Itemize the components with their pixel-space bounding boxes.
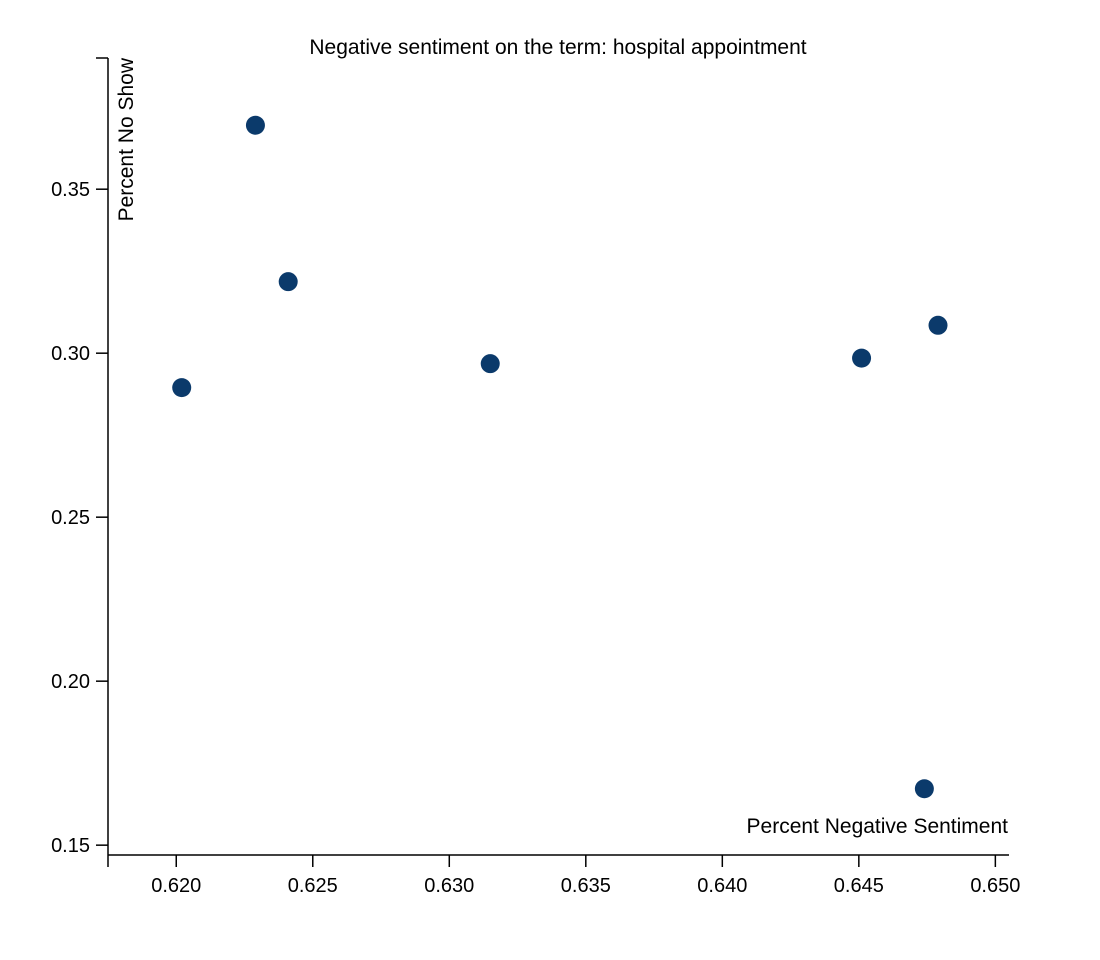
- axes: 0.15 0.20 0.25 0.30 0.35 0.620 0.625 0.630 0.635…: [51, 57, 1020, 897]
- x-tick-label: 0.625: [288, 875, 338, 897]
- y-tick-label: 0.20: [51, 671, 90, 693]
- y-axis-label: Percent No Show: [115, 57, 138, 221]
- y-tick-label: 0.25: [51, 507, 90, 529]
- data-point: [278, 272, 298, 292]
- x-tick-label: 0.635: [561, 875, 611, 897]
- data-point: [852, 348, 872, 368]
- x-tick-label: 0.620: [151, 875, 201, 897]
- data-point: [480, 354, 500, 374]
- x-tick-label: 0.645: [834, 875, 884, 897]
- data-points: [172, 115, 948, 799]
- x-tick-label: 0.630: [424, 875, 474, 897]
- data-point: [172, 378, 192, 398]
- x-tick-label: 0.650: [970, 875, 1020, 897]
- data-point: [928, 315, 948, 335]
- chart-title: Negative sentiment on the term: hospital…: [309, 36, 806, 59]
- x-tick-label: 0.640: [697, 875, 747, 897]
- x-axis-label: Percent Negative Sentiment: [747, 815, 1009, 838]
- y-tick-label: 0.15: [51, 835, 90, 857]
- data-point: [914, 779, 934, 799]
- data-point: [245, 115, 265, 135]
- y-tick-label: 0.35: [51, 179, 90, 201]
- y-tick-label: 0.30: [51, 343, 90, 365]
